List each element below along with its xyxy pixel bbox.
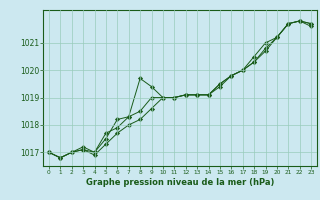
X-axis label: Graphe pression niveau de la mer (hPa): Graphe pression niveau de la mer (hPa) bbox=[86, 178, 274, 187]
